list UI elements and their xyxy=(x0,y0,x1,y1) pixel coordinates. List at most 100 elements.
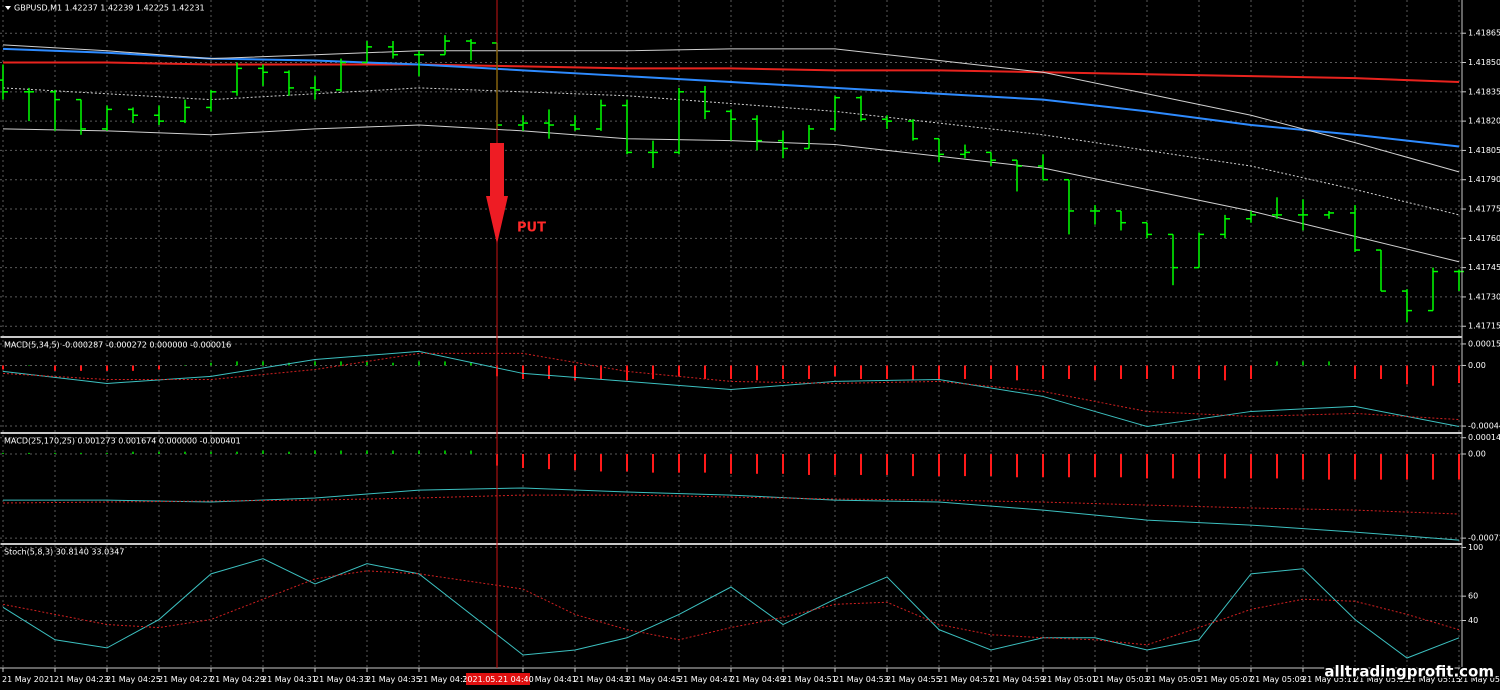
y-tick-label: 1.41715 xyxy=(1468,322,1500,331)
y-tick-label: -0.000448 xyxy=(1468,422,1500,431)
histogram-bar xyxy=(1276,454,1278,479)
y-tick-label: 1.41730 xyxy=(1468,292,1500,301)
y-tick-label: 1.41820 xyxy=(1468,117,1500,126)
histogram-bar xyxy=(860,365,862,379)
histogram-bar xyxy=(158,451,160,455)
histogram-bar xyxy=(886,454,888,475)
histogram-bar xyxy=(548,454,550,470)
histogram-bar xyxy=(236,451,238,455)
x-tick-label: 21 May 04:31 xyxy=(262,675,317,684)
indicator-line xyxy=(3,487,1460,541)
histogram-bar xyxy=(782,454,784,474)
x-tick-label: 21 May 2021 xyxy=(2,675,54,684)
histogram-bar xyxy=(132,451,134,455)
indicator-line xyxy=(2,558,1460,659)
histogram-bar xyxy=(54,452,56,455)
histogram-bar xyxy=(132,365,134,371)
histogram-bar xyxy=(808,454,810,475)
x-tick-label: 21 May 05:03 xyxy=(1094,675,1149,684)
histogram-bar xyxy=(80,452,82,455)
y-tick-label: 1.41835 xyxy=(1468,87,1500,96)
histogram-bar xyxy=(1068,365,1070,379)
histogram-bar xyxy=(262,450,264,455)
histogram-bar xyxy=(184,451,186,455)
histogram-bar xyxy=(1094,365,1096,381)
indicator-line xyxy=(2,44,1460,173)
indicator-line xyxy=(2,570,1460,646)
histogram-bar xyxy=(1120,365,1122,379)
histogram-bar xyxy=(1276,361,1278,366)
indicator-line xyxy=(2,87,1460,216)
histogram-bar xyxy=(210,362,212,366)
histogram-bar xyxy=(574,365,576,381)
histogram-bar xyxy=(2,365,4,370)
histogram-bar xyxy=(938,454,940,477)
histogram-bar xyxy=(1458,454,1460,480)
indicator-line xyxy=(2,350,1460,427)
histogram-bar xyxy=(158,365,160,370)
x-tick-label: 21 May 04:35 xyxy=(366,675,421,684)
histogram-bar xyxy=(314,361,316,366)
histogram-bar xyxy=(600,365,602,379)
x-tick-label: 21 May 04:45 xyxy=(626,675,681,684)
histogram-bar xyxy=(1250,454,1252,479)
histogram-bar xyxy=(756,454,758,474)
x-tick-label: 21 May 05:05 xyxy=(1146,675,1201,684)
y-tick-label: 1.41805 xyxy=(1468,146,1500,155)
x-tick-label: 21 May 04:43 xyxy=(574,675,629,684)
crosshair-time: 2021.05.21 04:40 xyxy=(462,675,533,684)
x-tick-label: 21 May 05:17 xyxy=(1458,675,1500,684)
histogram-bar xyxy=(1042,454,1044,478)
histogram-bar xyxy=(1094,454,1096,478)
x-tick-label: 21 May 04:53 xyxy=(834,675,889,684)
crosshair-time-box xyxy=(466,673,530,685)
histogram-bar xyxy=(470,362,472,366)
symbol-title: GBPUSD,M1 1.42237 1.42239 1.42225 1.4223… xyxy=(14,4,205,13)
histogram-bar xyxy=(964,365,966,379)
histogram-bar xyxy=(1224,454,1226,479)
y-tick-label: 1.41745 xyxy=(1468,263,1500,272)
histogram-bar xyxy=(1068,454,1070,478)
histogram-bar xyxy=(964,454,966,477)
histogram-bar xyxy=(912,365,914,381)
watermark: alltradingprofit.com xyxy=(1324,663,1494,681)
histogram-bar xyxy=(28,365,30,366)
histogram-bar xyxy=(262,361,264,366)
histogram-bar xyxy=(80,365,82,371)
histogram-bar xyxy=(2,452,4,455)
histogram-bar xyxy=(522,454,524,468)
histogram-bar xyxy=(990,365,992,379)
histogram-bar xyxy=(652,454,654,473)
histogram-bar xyxy=(1406,454,1408,480)
histogram-bar xyxy=(1406,365,1408,385)
x-tick-label: 21 May 04:49 xyxy=(730,675,785,684)
y-tick-label: 0.00 xyxy=(1468,361,1486,370)
histogram-bar xyxy=(626,454,628,472)
x-tick-label: 21 May 05:09 xyxy=(1250,675,1305,684)
histogram-bar xyxy=(1172,454,1174,479)
histogram-bar xyxy=(1432,454,1434,480)
put-label: PUT xyxy=(517,221,546,236)
histogram-bar xyxy=(1224,365,1226,381)
histogram-bar xyxy=(1016,454,1018,478)
x-tick-label: 21 May 04:23 xyxy=(54,675,109,684)
x-tick-label: 21 May 04:51 xyxy=(782,675,837,684)
x-tick-label: 21 May 04:27 xyxy=(158,675,213,684)
x-tick-label: 21 May 05:11 xyxy=(1302,675,1357,684)
histogram-bar xyxy=(1198,365,1200,379)
histogram-bar xyxy=(392,362,394,366)
histogram-bar xyxy=(808,365,810,379)
y-tick-label: 40 xyxy=(1468,616,1478,625)
histogram-bar xyxy=(834,454,836,475)
x-tick-label: 21 May 05:07 xyxy=(1198,675,1253,684)
histogram-bar xyxy=(1458,365,1460,384)
x-tick-label: 21 May 04:57 xyxy=(938,675,993,684)
panel-separator xyxy=(0,543,1463,545)
histogram-bar xyxy=(704,365,706,379)
histogram-bar xyxy=(1432,365,1434,386)
panel-separator xyxy=(0,432,1463,434)
y-tick-label: 1.41790 xyxy=(1468,175,1500,184)
histogram-bar xyxy=(652,365,654,379)
histogram-bar xyxy=(418,361,420,366)
